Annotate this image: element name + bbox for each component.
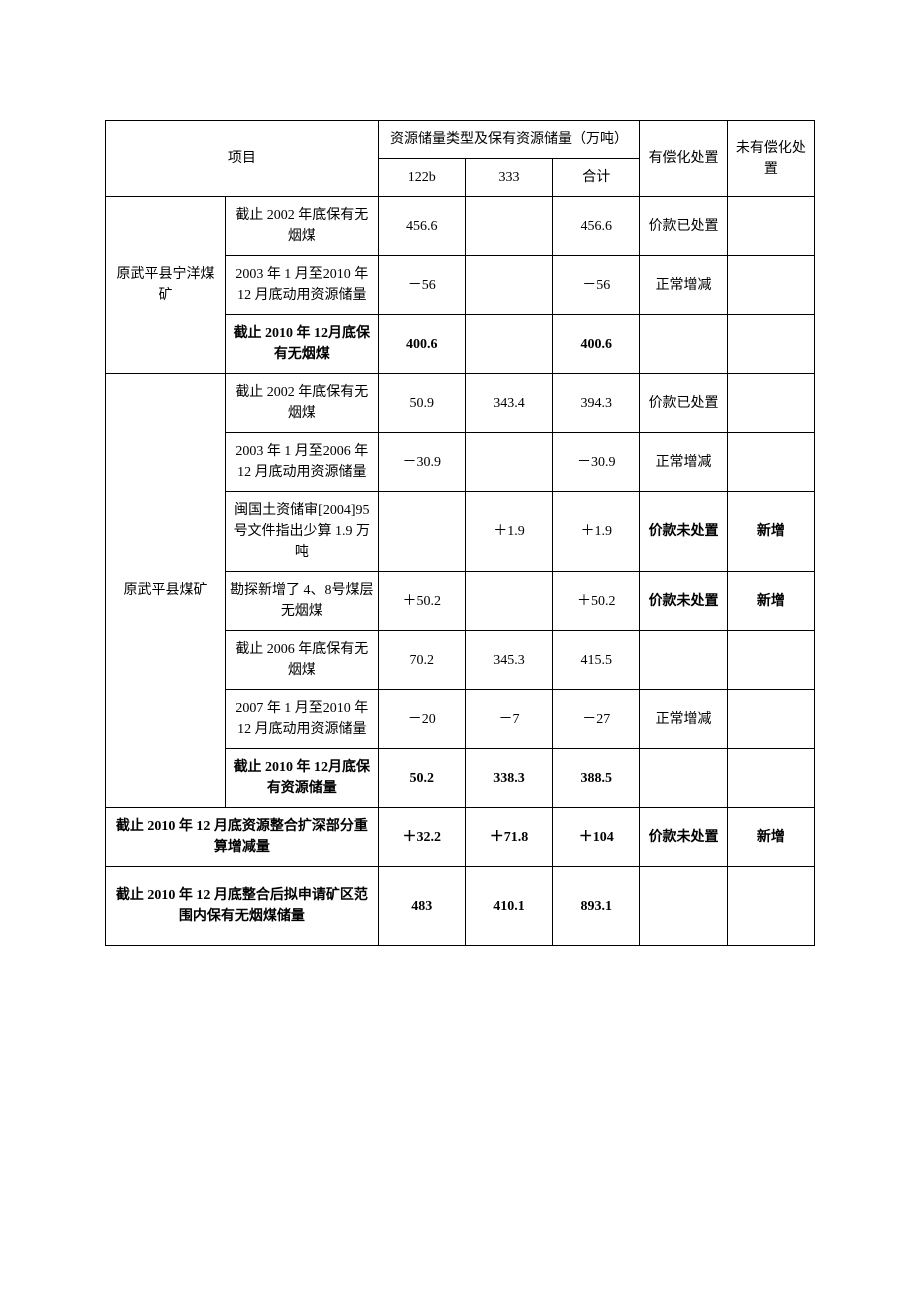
total-333: 410.1 <box>465 867 552 946</box>
recalc-unpaid: 新增 <box>727 808 814 867</box>
header-unpaid: 未有偿化处置 <box>727 121 814 197</box>
wuping-r5-333: 345.3 <box>465 631 552 690</box>
ningyang-r1-label: 截止 2002 年底保有无烟煤 <box>225 197 378 256</box>
ningyang-r2-paid: 正常增减 <box>640 256 727 315</box>
wuping-r1-sum: 394.3 <box>553 374 640 433</box>
ningyang-r2-unpaid <box>727 256 814 315</box>
wuping-r2-sum: －30.9 <box>553 433 640 492</box>
ningyang-r2-122b: －56 <box>378 256 465 315</box>
wuping-r6-unpaid <box>727 690 814 749</box>
wuping-r2-paid: 正常增减 <box>640 433 727 492</box>
wuping-r1-unpaid <box>727 374 814 433</box>
wuping-r6-sum: －27 <box>553 690 640 749</box>
total-122b: 483 <box>378 867 465 946</box>
ningyang-r2-sum: －56 <box>553 256 640 315</box>
wuping-r1-333: 343.4 <box>465 374 552 433</box>
header-reserves-group: 资源储量类型及保有资源储量（万吨） <box>378 121 640 159</box>
wuping-r7-122b: 50.2 <box>378 749 465 808</box>
wuping-r7-unpaid <box>727 749 814 808</box>
wuping-row-1: 原武平县煤矿 截止 2002 年底保有无烟煤 50.9 343.4 394.3 … <box>106 374 815 433</box>
wuping-r3-label: 闽国土资储审[2004]95 号文件指出少算 1.9 万吨 <box>225 492 378 572</box>
recalc-sum: ＋104 <box>553 808 640 867</box>
wuping-r2-122b: －30.9 <box>378 433 465 492</box>
wuping-r4-unpaid: 新增 <box>727 572 814 631</box>
wuping-name: 原武平县煤矿 <box>106 374 226 808</box>
wuping-r5-unpaid <box>727 631 814 690</box>
header-paid: 有偿化处置 <box>640 121 727 197</box>
wuping-r3-sum: ＋1.9 <box>553 492 640 572</box>
wuping-r7-paid <box>640 749 727 808</box>
wuping-r7-333: 338.3 <box>465 749 552 808</box>
wuping-r7-sum: 388.5 <box>553 749 640 808</box>
wuping-r1-122b: 50.9 <box>378 374 465 433</box>
recalc-122b: ＋32.2 <box>378 808 465 867</box>
wuping-r5-label: 截止 2006 年底保有无烟煤 <box>225 631 378 690</box>
recalc-333: ＋71.8 <box>465 808 552 867</box>
wuping-r1-paid: 价款已处置 <box>640 374 727 433</box>
header-project: 项目 <box>106 121 379 197</box>
ningyang-row-1: 原武平县宁洋煤矿 截止 2002 年底保有无烟煤 456.6 456.6 价款已… <box>106 197 815 256</box>
wuping-r6-333: －7 <box>465 690 552 749</box>
header-sum: 合计 <box>553 159 640 197</box>
total-row: 截止 2010 年 12 月底整合后拟申请矿区范围内保有无烟煤储量 483 41… <box>106 867 815 946</box>
wuping-r5-paid <box>640 631 727 690</box>
wuping-r4-paid: 价款未处置 <box>640 572 727 631</box>
header-333: 333 <box>465 159 552 197</box>
wuping-r6-paid: 正常增减 <box>640 690 727 749</box>
ningyang-r3-unpaid <box>727 315 814 374</box>
wuping-r2-label: 2003 年 1 月至2006 年 12 月底动用资源储量 <box>225 433 378 492</box>
wuping-r4-label: 勘探新增了 4、8号煤层无烟煤 <box>225 572 378 631</box>
wuping-r4-333 <box>465 572 552 631</box>
ningyang-r1-paid: 价款已处置 <box>640 197 727 256</box>
ningyang-r1-sum: 456.6 <box>553 197 640 256</box>
ningyang-name: 原武平县宁洋煤矿 <box>106 197 226 374</box>
total-sum: 893.1 <box>553 867 640 946</box>
header-row-1: 项目 资源储量类型及保有资源储量（万吨） 有偿化处置 未有偿化处置 <box>106 121 815 159</box>
ningyang-r1-unpaid <box>727 197 814 256</box>
wuping-r5-122b: 70.2 <box>378 631 465 690</box>
ningyang-r2-333 <box>465 256 552 315</box>
reserves-table: 项目 资源储量类型及保有资源储量（万吨） 有偿化处置 未有偿化处置 122b 3… <box>105 120 815 946</box>
wuping-r4-sum: ＋50.2 <box>553 572 640 631</box>
wuping-r3-unpaid: 新增 <box>727 492 814 572</box>
wuping-r3-333: ＋1.9 <box>465 492 552 572</box>
ningyang-r2-label: 2003 年 1 月至2010 年 12 月底动用资源储量 <box>225 256 378 315</box>
wuping-r5-sum: 415.5 <box>553 631 640 690</box>
wuping-r4-122b: ＋50.2 <box>378 572 465 631</box>
wuping-r6-122b: －20 <box>378 690 465 749</box>
ningyang-r1-333 <box>465 197 552 256</box>
recalc-label: 截止 2010 年 12 月底资源整合扩深部分重算增减量 <box>106 808 379 867</box>
wuping-r3-paid: 价款未处置 <box>640 492 727 572</box>
wuping-r2-333 <box>465 433 552 492</box>
wuping-r3-122b <box>378 492 465 572</box>
wuping-r7-label: 截止 2010 年 12月底保有资源储量 <box>225 749 378 808</box>
ningyang-r3-paid <box>640 315 727 374</box>
recalc-row: 截止 2010 年 12 月底资源整合扩深部分重算增减量 ＋32.2 ＋71.8… <box>106 808 815 867</box>
ningyang-r3-label: 截止 2010 年 12月底保有无烟煤 <box>225 315 378 374</box>
total-label: 截止 2010 年 12 月底整合后拟申请矿区范围内保有无烟煤储量 <box>106 867 379 946</box>
total-unpaid <box>727 867 814 946</box>
ningyang-r3-122b: 400.6 <box>378 315 465 374</box>
wuping-r2-unpaid <box>727 433 814 492</box>
wuping-r1-label: 截止 2002 年底保有无烟煤 <box>225 374 378 433</box>
wuping-r6-label: 2007 年 1 月至2010 年 12 月底动用资源储量 <box>225 690 378 749</box>
ningyang-r3-333 <box>465 315 552 374</box>
total-paid <box>640 867 727 946</box>
ningyang-r3-sum: 400.6 <box>553 315 640 374</box>
ningyang-r1-122b: 456.6 <box>378 197 465 256</box>
header-122b: 122b <box>378 159 465 197</box>
recalc-paid: 价款未处置 <box>640 808 727 867</box>
